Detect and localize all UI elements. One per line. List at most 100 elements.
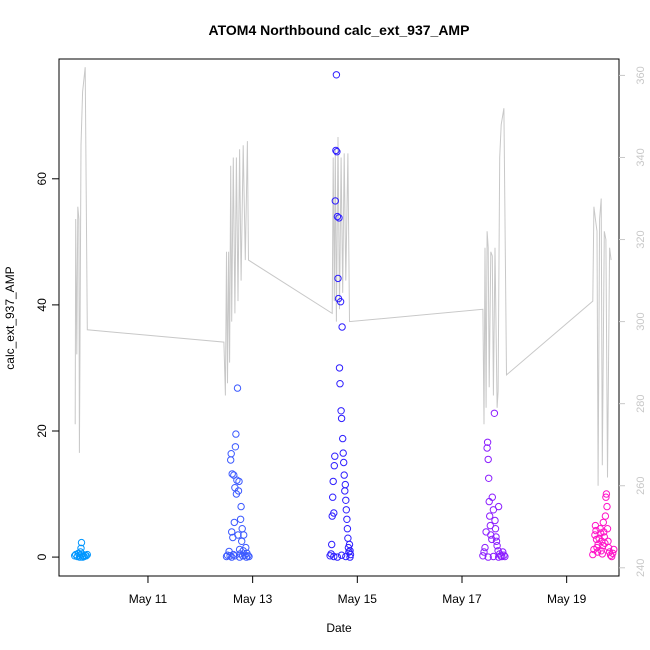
data-point bbox=[606, 551, 615, 559]
data-point bbox=[483, 438, 492, 446]
data-point bbox=[331, 197, 339, 205]
x-axis-label: Date bbox=[326, 621, 352, 635]
data-point bbox=[602, 493, 610, 501]
data-point bbox=[333, 212, 342, 221]
y-tick-label: 40 bbox=[35, 298, 49, 312]
data-point bbox=[491, 516, 499, 525]
data-point bbox=[242, 553, 251, 561]
right-axis-line-layer bbox=[74, 67, 612, 486]
y-tick-label: 20 bbox=[35, 424, 49, 438]
data-point bbox=[597, 547, 605, 555]
data-point bbox=[603, 502, 611, 511]
data-point bbox=[488, 493, 496, 501]
data-point bbox=[237, 502, 245, 511]
data-point bbox=[609, 549, 617, 557]
data-point bbox=[228, 528, 236, 536]
x-axis: May 11 May 13 May 15 May 17 May 19 bbox=[129, 575, 587, 606]
data-point bbox=[338, 323, 346, 331]
data-point bbox=[240, 531, 248, 539]
data-point bbox=[487, 531, 495, 539]
data-point bbox=[484, 553, 492, 561]
y2-tick-label: 340 bbox=[635, 148, 647, 166]
data-point bbox=[341, 487, 349, 495]
data-point bbox=[226, 552, 234, 560]
data-point bbox=[491, 525, 500, 533]
data-point bbox=[499, 548, 507, 556]
data-point bbox=[336, 298, 345, 306]
x-tick-label: May 19 bbox=[547, 592, 587, 606]
data-point bbox=[227, 456, 235, 464]
data-point bbox=[481, 543, 489, 552]
data-point bbox=[494, 553, 503, 561]
data-point bbox=[241, 551, 249, 559]
data-point bbox=[332, 146, 340, 155]
data-point bbox=[337, 414, 346, 423]
data-point bbox=[485, 474, 493, 482]
data-point bbox=[339, 434, 347, 443]
data-point bbox=[484, 455, 492, 464]
data-point bbox=[346, 553, 354, 561]
y2-tick-label: 260 bbox=[635, 477, 647, 495]
data-point bbox=[480, 548, 488, 556]
scatter-point-layer bbox=[71, 71, 618, 561]
series-line-0 bbox=[74, 67, 612, 486]
data-point bbox=[78, 553, 87, 561]
data-point bbox=[604, 543, 613, 552]
data-point bbox=[339, 449, 347, 457]
data-point bbox=[489, 506, 498, 514]
data-point bbox=[601, 512, 610, 520]
data-point bbox=[244, 552, 252, 560]
data-point bbox=[337, 551, 346, 559]
y-tick-label: 60 bbox=[35, 172, 49, 186]
data-point bbox=[608, 552, 616, 561]
data-point bbox=[602, 490, 611, 498]
data-point bbox=[497, 552, 505, 560]
data-point bbox=[328, 540, 336, 549]
data-point bbox=[492, 537, 501, 545]
data-point bbox=[242, 543, 250, 552]
data-point bbox=[332, 71, 341, 79]
data-point bbox=[238, 525, 246, 533]
x-tick-label: May 13 bbox=[233, 592, 273, 606]
data-point bbox=[230, 518, 239, 527]
y2-tick-label: 280 bbox=[635, 394, 647, 412]
x-tick-label: May 11 bbox=[129, 592, 168, 606]
data-point bbox=[331, 452, 339, 460]
data-point bbox=[340, 471, 348, 479]
data-point bbox=[488, 535, 496, 544]
data-point bbox=[336, 380, 344, 388]
data-point bbox=[227, 450, 235, 458]
data-point bbox=[233, 384, 242, 392]
data-point bbox=[77, 544, 85, 552]
data-point bbox=[500, 551, 508, 559]
data-point bbox=[482, 528, 490, 536]
data-point bbox=[610, 545, 618, 554]
plot-frame bbox=[58, 58, 620, 577]
data-point bbox=[342, 552, 350, 561]
data-point bbox=[228, 470, 236, 478]
x-tick-label: May 15 bbox=[338, 592, 378, 606]
y2-tick-label: 360 bbox=[635, 66, 647, 84]
data-point bbox=[599, 518, 607, 527]
data-point bbox=[333, 148, 341, 156]
data-point bbox=[343, 515, 351, 523]
data-point bbox=[489, 552, 498, 561]
data-point bbox=[340, 458, 348, 467]
data-point bbox=[234, 531, 242, 539]
chart-title: ATOM4 Northbound calc_ext_937_AMP bbox=[209, 22, 470, 38]
data-point bbox=[335, 364, 344, 372]
data-point bbox=[593, 548, 602, 556]
data-point bbox=[232, 430, 240, 438]
y-axis: 0 20 40 60 bbox=[35, 172, 59, 560]
data-point bbox=[231, 552, 239, 560]
data-point bbox=[334, 274, 342, 283]
data-point bbox=[337, 407, 345, 415]
data-point bbox=[598, 550, 606, 558]
data-point bbox=[342, 506, 350, 514]
y2-tick-label: 300 bbox=[635, 312, 647, 330]
data-point bbox=[343, 525, 352, 533]
y-tick-label: 0 bbox=[35, 553, 49, 560]
data-point bbox=[485, 497, 493, 506]
data-point bbox=[344, 534, 352, 542]
data-point bbox=[490, 409, 499, 417]
